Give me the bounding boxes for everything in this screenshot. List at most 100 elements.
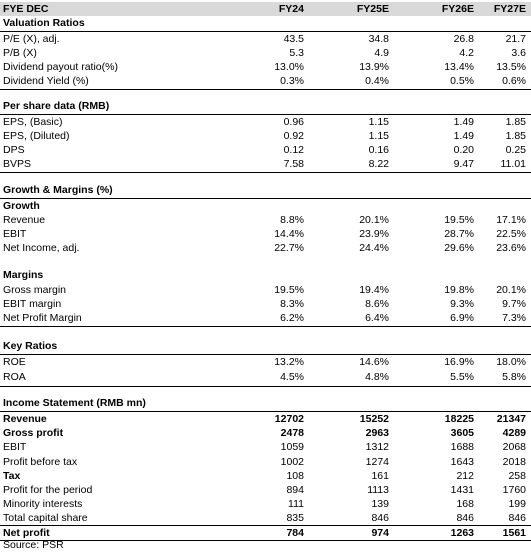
cell-value: 974 [371, 527, 389, 539]
row-label: Total capital share [3, 512, 88, 524]
table-row: EBIT margin 8.3% 8.6% 9.3% 9.7% [0, 297, 531, 311]
row-label: P/E (X), adj. [3, 33, 60, 45]
table-row: Net Profit Margin 6.2% 6.4% 6.9% 7.3% [0, 311, 531, 325]
cell-value: 1113 [367, 484, 389, 496]
cell-value: 2478 [280, 427, 304, 439]
cell-value: 29.6% [444, 242, 474, 254]
cell-value: 0.20 [453, 144, 474, 156]
table-row: DPS 0.12 0.16 0.20 0.25 [0, 143, 531, 157]
cell-value: 1059 [280, 441, 304, 453]
cell-value: 13.9% [359, 61, 389, 73]
section-rule [0, 172, 531, 173]
cell-value: 0.4% [365, 75, 389, 87]
cell-value: 15252 [359, 413, 389, 425]
row-label: EPS, (Basic) [3, 116, 63, 128]
cell-value: 7.58 [283, 158, 304, 170]
cell-value: 1688 [450, 441, 474, 453]
cell-value: 161 [371, 470, 389, 482]
section-title-text: Growth & Margins (%) [3, 184, 113, 196]
cell-value: 5.5% [450, 371, 474, 383]
cell-value: 4.2 [459, 47, 474, 59]
cell-value: 12702 [274, 413, 304, 425]
cell-value: 18225 [444, 413, 474, 425]
cell-value: 0.6% [502, 75, 526, 87]
cell-value: 28.7% [444, 228, 474, 240]
section-title-income-statement: Income Statement (RMB mn) [0, 396, 531, 410]
cell-value: 21.7 [505, 33, 526, 45]
cell-value: 4.9 [374, 47, 389, 59]
cell-value: 139 [371, 498, 389, 510]
header-label: FYE DEC [3, 3, 49, 15]
cell-value: 22.5% [496, 228, 526, 240]
cell-value: 20.1% [359, 214, 389, 226]
cell-value: 5.3 [289, 47, 304, 59]
table-row: EPS, (Diluted) 0.92 1.15 1.49 1.85 [0, 129, 531, 143]
cell-value: 34.8 [368, 33, 389, 45]
row-label: Net Income, adj. [3, 242, 80, 254]
cell-value: 4.5% [280, 371, 304, 383]
row-label: ROA [3, 371, 26, 383]
subsection-title-text: Growth [3, 200, 40, 212]
section-rule [0, 198, 531, 199]
cell-value: 43.5 [283, 33, 304, 45]
cell-value: 23.6% [496, 242, 526, 254]
cell-value: 1.49 [453, 130, 474, 142]
row-label: Gross profit [3, 427, 64, 439]
table-row: Revenue 12702 15252 18225 21347 [0, 412, 531, 426]
cell-value: 846 [508, 512, 526, 524]
cell-value: 3.6 [511, 47, 526, 59]
cell-value: 1.85 [505, 116, 526, 128]
cell-value: 19.4% [359, 284, 389, 296]
section-title-valuation: Valuation Ratios [0, 16, 531, 30]
cell-value: 13.0% [274, 61, 304, 73]
table-row: Net Income, adj. 22.7% 24.4% 29.6% 23.6% [0, 241, 531, 255]
row-label: Profit for the period [3, 484, 93, 496]
row-label: Minority interests [3, 498, 83, 510]
subsection-title-growth: Growth [0, 199, 531, 213]
cell-value: 19.8% [444, 284, 474, 296]
section-rule [0, 354, 531, 355]
cell-value: 19.5% [444, 214, 474, 226]
cell-value: 846 [371, 512, 389, 524]
table-row: Dividend Yield (%) 0.3% 0.4% 0.5% 0.6% [0, 74, 531, 88]
row-label: BVPS [3, 158, 32, 170]
cell-value: 11.01 [500, 158, 527, 170]
cell-value: 9.3% [450, 298, 474, 310]
table-row: Profit for the period 894 1113 1431 1760 [0, 483, 531, 497]
year-header: FY25E [356, 3, 389, 15]
section-rule [0, 31, 531, 32]
table-row: Total capital share 835 846 846 846 [0, 511, 531, 525]
table-row: Tax 108 161 212 258 [0, 469, 531, 483]
table-row: Profit before tax 1002 1274 1643 2018 [0, 455, 531, 469]
cell-value: 1.49 [453, 116, 474, 128]
row-label: EBIT [3, 441, 27, 453]
table-row: BVPS 7.58 8.22 9.47 11.01 [0, 157, 531, 171]
cell-value: 1.15 [368, 130, 389, 142]
cell-value: 20.1% [496, 284, 526, 296]
row-label: Dividend payout ratio(%) [3, 61, 118, 73]
cell-value: 0.25 [505, 144, 526, 156]
cell-value: 1263 [450, 527, 474, 539]
table-row: Dividend payout ratio(%) 13.0% 13.9% 13.… [0, 60, 531, 74]
cell-value: 16.9% [444, 356, 474, 368]
cell-value: 1431 [450, 484, 474, 496]
cell-value: 1.15 [368, 116, 389, 128]
cell-value: 0.92 [283, 130, 304, 142]
row-label: EBIT margin [3, 298, 62, 310]
cell-value: 24.4% [359, 242, 389, 254]
cell-value: 8.6% [365, 298, 389, 310]
section-title-per-share: Per share data (RMB) [0, 99, 531, 113]
section-rule [0, 89, 531, 90]
cell-value: 6.9% [450, 312, 474, 324]
table-row: Revenue 8.8% 20.1% 19.5% 17.1% [0, 213, 531, 227]
cell-value: 2963 [365, 427, 389, 439]
year-header: FY27E [493, 3, 526, 15]
table-row: EBIT 1059 1312 1688 2068 [0, 440, 531, 454]
cell-value: 111 [288, 498, 304, 510]
cell-value: 2018 [502, 456, 526, 468]
source-note: Source: PSR [0, 538, 531, 552]
cell-value: 0.96 [283, 116, 304, 128]
cell-value: 23.9% [359, 228, 389, 240]
cell-value: 1561 [502, 527, 526, 539]
row-label: Revenue [3, 214, 46, 226]
